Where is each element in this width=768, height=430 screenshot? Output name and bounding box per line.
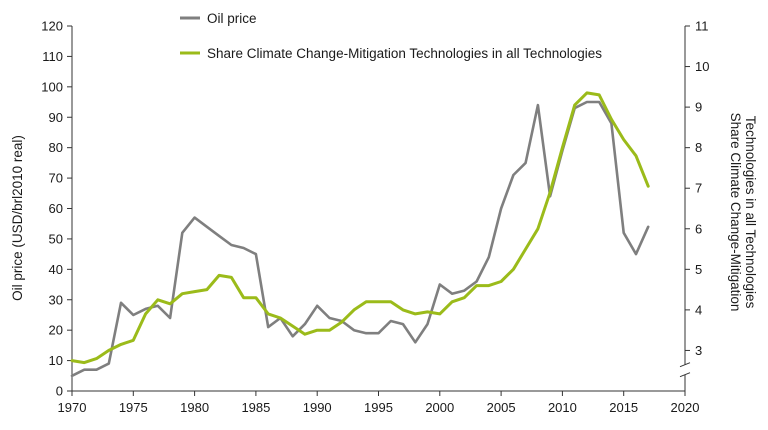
x-tick-label: 1990	[303, 400, 332, 415]
x-axis-ticks: 1970 1975 1980 1985 1990 1995 2000 2005 2010 2015…	[58, 391, 700, 415]
legend: Oil price Share Climate Change-Mitigation…	[180, 11, 602, 61]
axis-break-mark	[679, 362, 691, 368]
left-tick-label: 50	[49, 231, 63, 246]
series-line-oil-price	[70, 100, 650, 378]
right-tick-label: 3	[695, 343, 702, 358]
x-tick-label: 2005	[487, 400, 516, 415]
right-axis-title-line2: Technologies in all Technologies	[743, 116, 758, 309]
left-tick-label: 110	[42, 49, 63, 64]
left-axis-ticks: 0 10 20 30 40 50 60 70 80 90 100 110 120	[41, 19, 72, 399]
right-tick-label: 9	[695, 100, 702, 115]
x-tick-label: 1985	[241, 400, 270, 415]
x-tick-label: 1970	[58, 400, 87, 415]
x-tick-label: 1995	[364, 400, 393, 415]
left-tick-label: 120	[41, 19, 63, 34]
x-tick-label: 2000	[425, 400, 454, 415]
series-line-share	[70, 91, 650, 365]
left-tick-label: 20	[49, 323, 63, 338]
left-tick-label: 0	[56, 384, 63, 399]
right-tick-label: 8	[695, 140, 702, 155]
right-axis-title-line1: Share Climate Change-Mitigation	[728, 113, 743, 312]
legend-label: Share Climate Change-Mitigation Technolo…	[207, 46, 602, 61]
left-tick-label: 60	[49, 201, 63, 216]
left-axis-title: Oil price (USD/brl2010 real)	[10, 135, 25, 301]
left-tick-label: 70	[49, 171, 63, 186]
axis-break-mark	[679, 372, 691, 378]
left-tick-label: 100	[41, 79, 63, 94]
left-tick-label: 90	[49, 110, 63, 125]
right-tick-label: 6	[695, 221, 702, 236]
left-tick-label: 80	[49, 140, 63, 155]
left-tick-label: 30	[49, 292, 63, 307]
right-axis-ticks: 3 4 5 6 7 8 9 10 11	[685, 19, 709, 358]
x-tick-label: 2015	[609, 400, 638, 415]
x-tick-label: 1980	[180, 400, 209, 415]
right-tick-label: 11	[695, 19, 709, 34]
right-tick-label: 7	[695, 181, 702, 196]
right-tick-label: 5	[695, 262, 702, 277]
right-tick-label: 10	[695, 59, 709, 74]
plot-series	[70, 91, 650, 378]
left-tick-label: 10	[49, 353, 63, 368]
legend-label: Oil price	[207, 11, 257, 26]
left-tick-label: 40	[49, 262, 63, 277]
x-tick-label: 2010	[548, 400, 577, 415]
axes	[71, 26, 691, 392]
x-tick-label: 2020	[671, 400, 700, 415]
right-tick-label: 4	[695, 302, 702, 317]
x-tick-label: 1975	[119, 400, 148, 415]
